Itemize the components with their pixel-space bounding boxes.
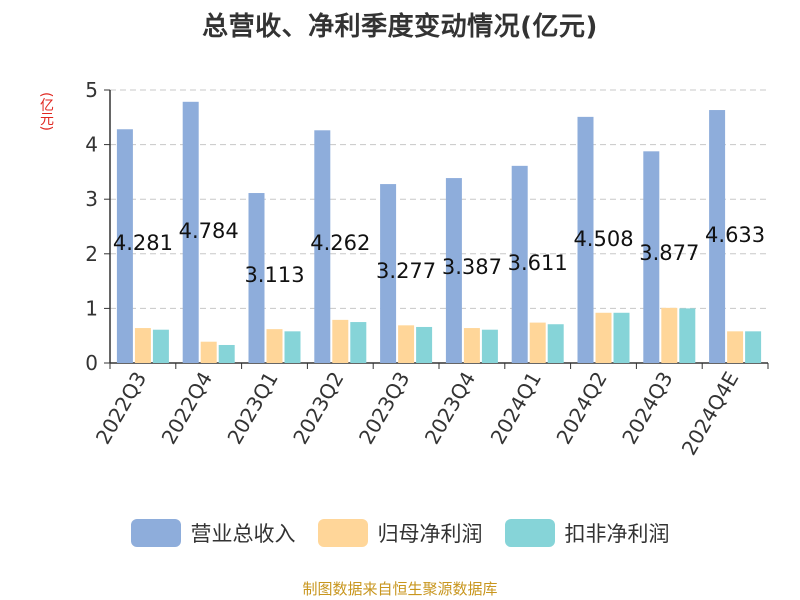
- bar-3: [350, 322, 367, 363]
- data-label: 4.281: [113, 231, 173, 255]
- y-tick-label: 5: [85, 78, 98, 102]
- bar-1: [116, 129, 133, 363]
- bar-3: [152, 329, 169, 363]
- y-tick-label: 1: [85, 296, 98, 320]
- x-tick-label: 2024Q3: [617, 368, 677, 449]
- bar-3: [613, 312, 630, 363]
- legend-label: 营业总收入: [190, 522, 296, 546]
- bar-2: [463, 328, 480, 363]
- bar-2: [200, 341, 217, 363]
- y-tick-label: 2: [85, 242, 98, 266]
- bar-1: [314, 130, 331, 363]
- data-label: 4.633: [705, 223, 765, 247]
- x-tick-label: 2023Q2: [288, 368, 348, 449]
- data-label: 4.784: [179, 219, 239, 243]
- legend-swatch: [317, 519, 368, 547]
- data-label: 3.113: [244, 263, 304, 287]
- bar-1: [445, 178, 462, 363]
- y-axis-unit-label: (亿元): [38, 92, 54, 131]
- bar-1: [511, 165, 528, 363]
- data-label: 3.877: [639, 241, 699, 265]
- y-tick-label: 0: [85, 351, 98, 375]
- data-label: 3.611: [508, 251, 568, 275]
- y-tick-label: 4: [85, 133, 98, 157]
- bar-1: [380, 184, 397, 363]
- y-tick-label: 3: [85, 187, 98, 211]
- x-tick-label: 2023Q4: [420, 368, 480, 449]
- legend-label: 归母净利润: [377, 522, 483, 546]
- x-tick-label: 2023Q3: [354, 368, 414, 449]
- chart-legend: 营业总收入 归母净利润 扣非净利润: [0, 518, 800, 548]
- bar-3: [416, 326, 433, 363]
- data-label: 4.262: [310, 231, 370, 255]
- data-label: 4.508: [573, 227, 633, 251]
- x-tick-label: 2022Q3: [91, 368, 151, 449]
- bar-2: [727, 331, 744, 363]
- bar-1: [643, 151, 660, 363]
- bar-2: [595, 312, 612, 363]
- legend-label: 扣非净利润: [564, 522, 670, 546]
- bar-3: [481, 329, 498, 363]
- x-tick-label: 2024Q2: [551, 368, 611, 449]
- chart-title: 总营收、净利季度变动情况(亿元): [202, 12, 598, 42]
- legend-item[interactable]: 扣非净利润: [504, 518, 670, 548]
- legend-swatch: [504, 519, 555, 547]
- bar-2: [332, 319, 349, 363]
- bar-1: [182, 101, 199, 363]
- bar-1: [577, 116, 594, 364]
- bar-3: [547, 324, 564, 363]
- bar-3: [745, 331, 762, 363]
- bar-2: [661, 307, 678, 363]
- bar-3: [284, 331, 301, 363]
- legend-item[interactable]: 归母净利润: [317, 518, 483, 548]
- bar-2: [266, 329, 283, 363]
- x-tick-label: 2023Q1: [222, 368, 282, 449]
- bar-2: [134, 328, 151, 363]
- data-label: 3.277: [376, 259, 436, 283]
- bar-1: [248, 193, 265, 363]
- data-label: 3.387: [442, 255, 502, 279]
- x-tick-label: 2022Q4: [157, 368, 217, 449]
- chart-plot: 0 1 2 3 4 5 2022Q3 2022Q4 2023Q1 2023Q2 2023Q3 2023…: [85, 78, 769, 460]
- legend-item[interactable]: 营业总收入: [130, 518, 296, 548]
- bar-1: [709, 110, 726, 363]
- x-tick-label: 2024Q4E: [677, 368, 744, 460]
- bar-3: [218, 344, 235, 363]
- bar-2: [398, 325, 415, 363]
- x-tick-label: 2024Q1: [486, 368, 546, 449]
- data-source-note: 制图数据来自恒生聚源数据库: [302, 580, 498, 598]
- bar-3: [679, 308, 696, 363]
- legend-swatch: [130, 519, 181, 547]
- bar-2: [529, 322, 546, 363]
